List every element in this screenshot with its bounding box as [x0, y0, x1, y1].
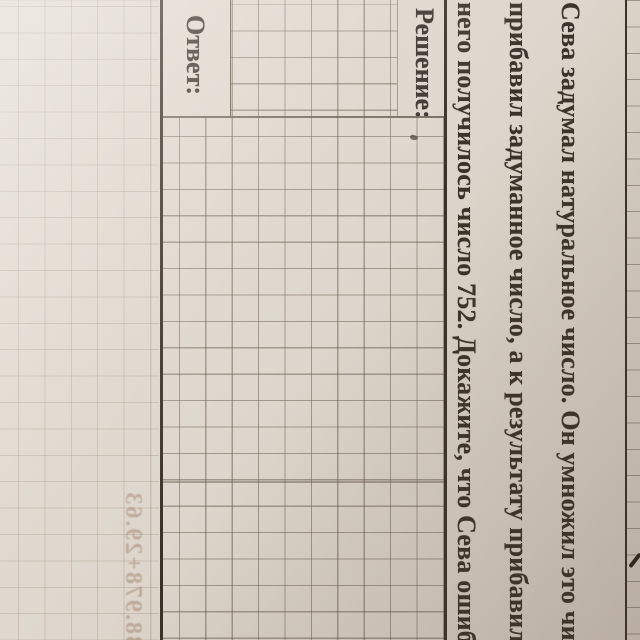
- solution-label: Решение:: [397, 0, 444, 119]
- problem-statement: Сева задумал натуральное число. Он умнож…: [440, 2, 596, 640]
- problem-line-2: прибавил задуманное число, а к результат…: [504, 2, 533, 640]
- answer-label: Ответ:: [163, 0, 231, 116]
- previous-task-grid-strip: [625, 0, 640, 640]
- solution-label-text: Решение:: [410, 8, 439, 119]
- grid-divider-line-left: [163, 116, 444, 118]
- problem-line-3: него получилось число 752. Докажите, что…: [452, 2, 481, 640]
- solution-grid-box: Решение: Ответ:: [160, 0, 447, 640]
- stray-ink-mark: [409, 134, 419, 141]
- grid-divider-line-right: [163, 481, 444, 483]
- problem-line-1: Сева задумал натуральное число. Он умнож…: [556, 2, 585, 640]
- bleed-through-text: 88.978+29.63: [120, 490, 146, 640]
- answer-label-text: Ответ:: [181, 15, 210, 96]
